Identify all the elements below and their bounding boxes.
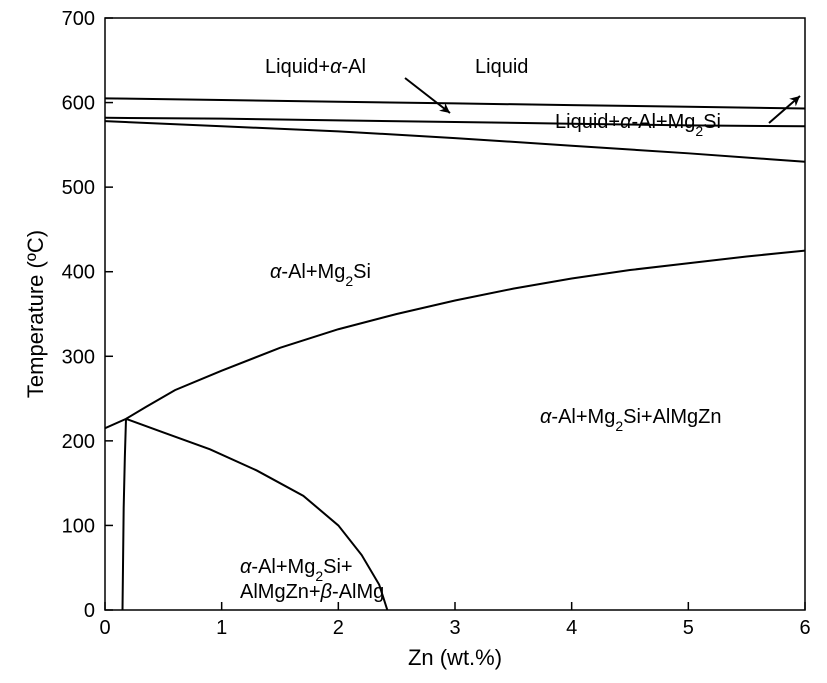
y-tick-label: 600 — [62, 93, 95, 115]
phase-diagram-chart: 0 1 2 3 4 5 6 0 100 200 300 400 500 600 700 Zn (wt.%) Te… — [0, 0, 827, 683]
chart-svg: 0 1 2 3 4 5 6 0 100 200 300 400 500 600 700 Zn (wt.%) Te… — [0, 0, 827, 683]
x-tick-label: 6 — [799, 617, 810, 639]
y-tick-label: 500 — [62, 177, 95, 199]
region-label-liquid: Liquid — [475, 56, 528, 78]
y-tick-label: 0 — [84, 600, 95, 622]
region-label-four_phase_l2: AlMgZn+β-AlMg — [240, 581, 384, 603]
y-tick-label: 100 — [62, 515, 95, 537]
y-axis-label: Temperature (ºC) — [23, 230, 48, 398]
x-tick-label: 0 — [99, 617, 110, 639]
x-tick-label: 3 — [449, 617, 460, 639]
x-tick-label: 1 — [216, 617, 227, 639]
y-tick-label: 400 — [62, 262, 95, 284]
y-tick-label: 200 — [62, 431, 95, 453]
y-tick-label: 300 — [62, 346, 95, 368]
x-tick-label: 5 — [683, 617, 694, 639]
x-tick-label: 2 — [333, 617, 344, 639]
y-tick-label: 700 — [62, 8, 95, 30]
region-label-liquid_alpha: Liquid+α-Al — [265, 56, 366, 78]
x-tick-label: 4 — [566, 617, 577, 639]
x-axis-label: Zn (wt.%) — [408, 645, 502, 670]
